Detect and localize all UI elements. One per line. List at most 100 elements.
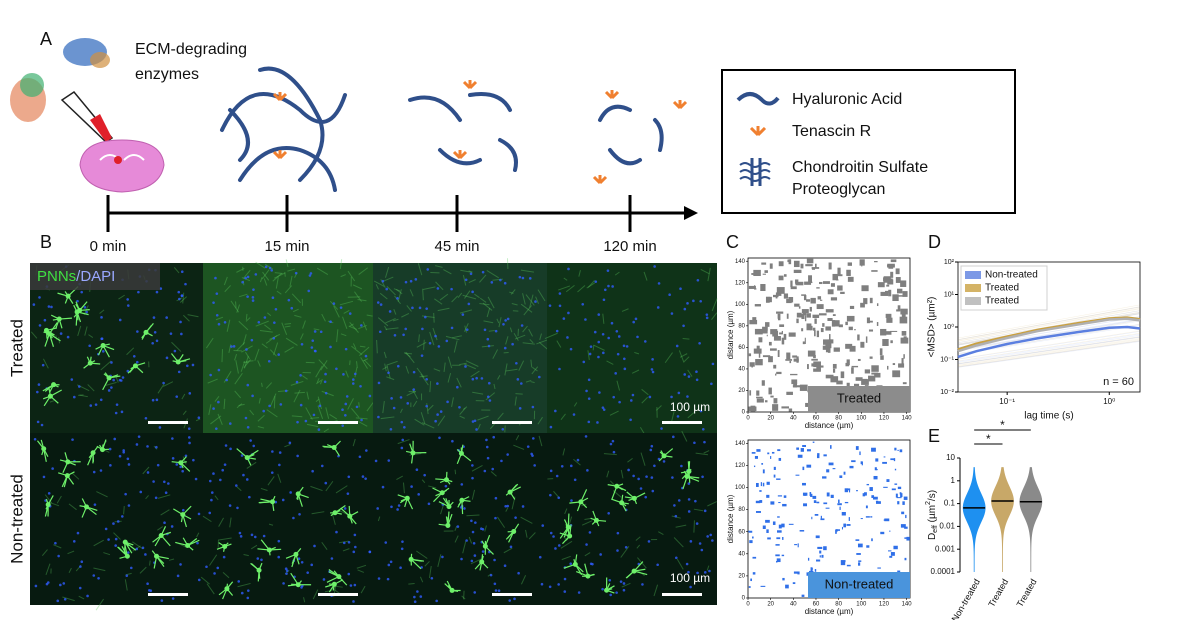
- cell-process: [171, 461, 181, 464]
- nucleus: [399, 396, 403, 399]
- fiber: [383, 351, 387, 359]
- nucleus: [671, 476, 674, 479]
- fiber: [408, 582, 415, 585]
- cell-process: [161, 531, 172, 537]
- nucleus: [423, 473, 426, 477]
- nucleus: [312, 413, 316, 417]
- fiber: [301, 375, 308, 380]
- particle-region: [806, 313, 811, 318]
- nucleus: [79, 565, 82, 568]
- nucleus: [399, 566, 402, 570]
- particle-region: [894, 447, 897, 451]
- nucleus: [528, 277, 532, 280]
- fiber: [593, 344, 605, 351]
- nucleus: [474, 521, 477, 524]
- particle-region: [846, 524, 851, 526]
- cell-process: [461, 499, 471, 502]
- cell-process: [182, 537, 189, 546]
- cell-process: [633, 570, 648, 576]
- fiber: [420, 373, 429, 386]
- nucleus: [214, 276, 217, 280]
- particle-region: [816, 330, 820, 338]
- particle-region: [865, 336, 868, 343]
- cell-process: [271, 495, 276, 502]
- fiber: [149, 560, 151, 566]
- nucleus: [692, 299, 695, 303]
- particle-region: [802, 466, 805, 471]
- fiber: [124, 579, 128, 591]
- particle-region: [829, 334, 831, 340]
- particle-region: [874, 467, 877, 471]
- particle-region: [762, 355, 771, 358]
- particle-region: [773, 336, 781, 341]
- nucleus: [486, 395, 490, 399]
- nucleus: [503, 564, 507, 568]
- particle-region: [800, 263, 804, 269]
- fiber: [53, 544, 62, 549]
- fiber: [45, 563, 51, 576]
- nucleus: [668, 293, 671, 296]
- fiber: [681, 430, 688, 442]
- nucleus: [66, 335, 70, 339]
- nucleus: [118, 454, 122, 458]
- fiber: [606, 360, 614, 365]
- fiber: [196, 532, 200, 538]
- particle-region: [859, 451, 861, 456]
- fiber: [302, 320, 306, 329]
- scale-label: 100 µm: [670, 571, 710, 585]
- particle-region: [776, 311, 784, 314]
- y-tick-label: 10⁻²: [940, 389, 954, 396]
- nucleus: [609, 593, 612, 597]
- fiber: [505, 368, 518, 372]
- cell-process: [433, 492, 443, 503]
- fiber: [525, 294, 535, 306]
- cell-process: [79, 301, 88, 311]
- fiber: [392, 318, 399, 322]
- cell-process: [175, 541, 188, 547]
- nucleus: [506, 317, 510, 321]
- nucleus: [711, 539, 714, 542]
- nucleus: [292, 516, 295, 520]
- particle-region: [846, 564, 851, 567]
- nucleus: [526, 445, 530, 448]
- particle-region: [793, 381, 798, 388]
- nucleus: [614, 372, 617, 375]
- particle-region: [816, 455, 820, 459]
- particle-region: [823, 546, 827, 551]
- cell-process: [481, 554, 484, 562]
- nucleus: [162, 381, 165, 385]
- x-tick-label: 120: [879, 416, 890, 422]
- nucleus: [163, 521, 166, 525]
- fiber: [195, 418, 201, 422]
- fiber: [484, 525, 487, 532]
- particle-region: [797, 571, 800, 575]
- nucleus: [470, 519, 473, 523]
- nucleus: [549, 493, 552, 497]
- nucleus: [215, 292, 219, 295]
- particle-region: [752, 536, 754, 539]
- cell-process: [663, 455, 673, 458]
- fiber: [345, 370, 349, 378]
- fiber: [522, 325, 528, 333]
- particle-region: [806, 464, 812, 468]
- fiber: [358, 420, 368, 427]
- fiber: [360, 357, 368, 369]
- fiber: [636, 544, 641, 549]
- y-axis-label-part: eff: [932, 525, 939, 533]
- nucleus: [114, 544, 117, 547]
- cell-process: [79, 308, 90, 312]
- nucleus: [471, 476, 474, 480]
- cell-process: [96, 445, 103, 451]
- particle-region: [765, 400, 768, 403]
- nucleus: [645, 475, 648, 478]
- fiber: [373, 280, 385, 287]
- nucleus: [170, 525, 174, 528]
- nucleus: [246, 589, 250, 592]
- cell-process: [43, 395, 51, 407]
- fiber: [402, 482, 405, 494]
- particle-region: [756, 345, 760, 351]
- fiber: [62, 596, 75, 602]
- nucleus: [589, 345, 593, 348]
- nucleus: [205, 565, 208, 569]
- nucleus: [611, 285, 614, 288]
